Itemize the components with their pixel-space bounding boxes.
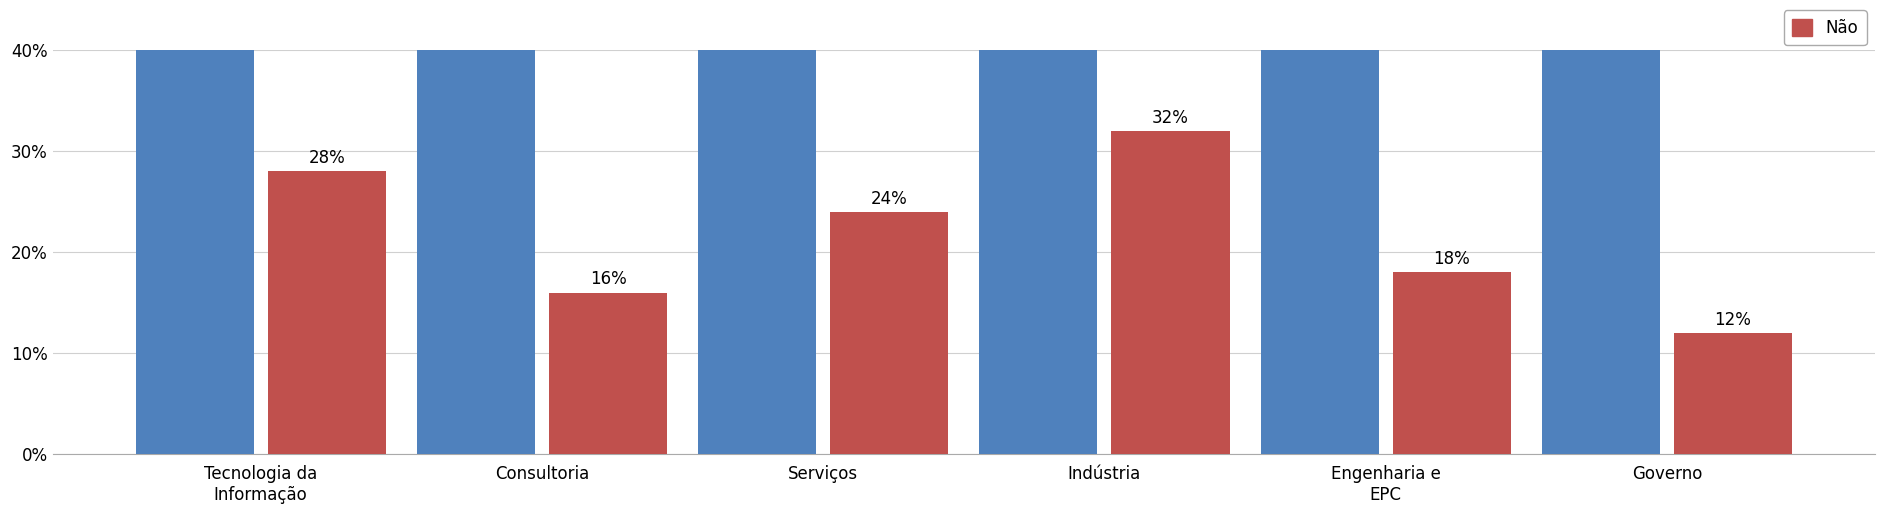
Bar [979,0,1098,454]
Bar [1260,0,1379,454]
Bar [1392,272,1511,454]
Text: 12%: 12% [1714,311,1752,329]
Bar [1675,333,1792,454]
Bar [698,0,817,454]
Text: 16%: 16% [590,270,626,288]
Bar [268,171,387,454]
Text: 18%: 18% [1433,250,1469,268]
Bar [1541,0,1660,454]
Text: 28%: 28% [309,149,345,167]
Text: 32%: 32% [1152,109,1188,127]
Legend: Não: Não [1784,10,1867,45]
Bar [136,0,255,454]
Text: 24%: 24% [871,190,907,208]
Bar [417,0,536,454]
Bar [549,293,668,454]
Bar [830,212,949,454]
Bar [1111,131,1230,454]
